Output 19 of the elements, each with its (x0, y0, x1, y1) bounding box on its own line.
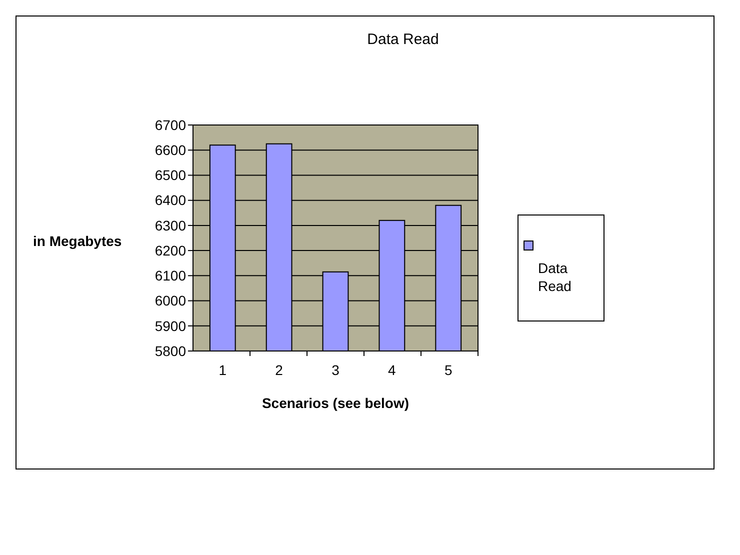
y-axis-title: in Megabytes (33, 233, 122, 249)
y-tick-label: 6000 (154, 292, 186, 309)
x-tick-label: 4 (388, 362, 396, 378)
legend-label: Data Read (538, 260, 572, 294)
chart-title: Data Read (367, 31, 439, 48)
x-tick-label: 1 (218, 362, 227, 378)
y-tick-label: 5900 (154, 318, 186, 334)
y-tick-label: 6400 (154, 192, 186, 208)
y-tick-label: 6500 (154, 167, 186, 184)
y-tick-label: 6600 (154, 142, 186, 158)
y-tick-label: 6200 (154, 242, 186, 258)
x-tick-label: 3 (332, 362, 340, 378)
y-tick-label: 6300 (154, 217, 186, 234)
x-axis-title: Scenarios (see below) (262, 395, 410, 411)
y-tick-label: 6700 (154, 116, 186, 133)
y-tick-label: 5800 (154, 342, 186, 359)
x-tick-label: 5 (444, 362, 452, 378)
y-tick-label: 6100 (154, 268, 186, 284)
x-tick-label: 2 (275, 362, 284, 378)
